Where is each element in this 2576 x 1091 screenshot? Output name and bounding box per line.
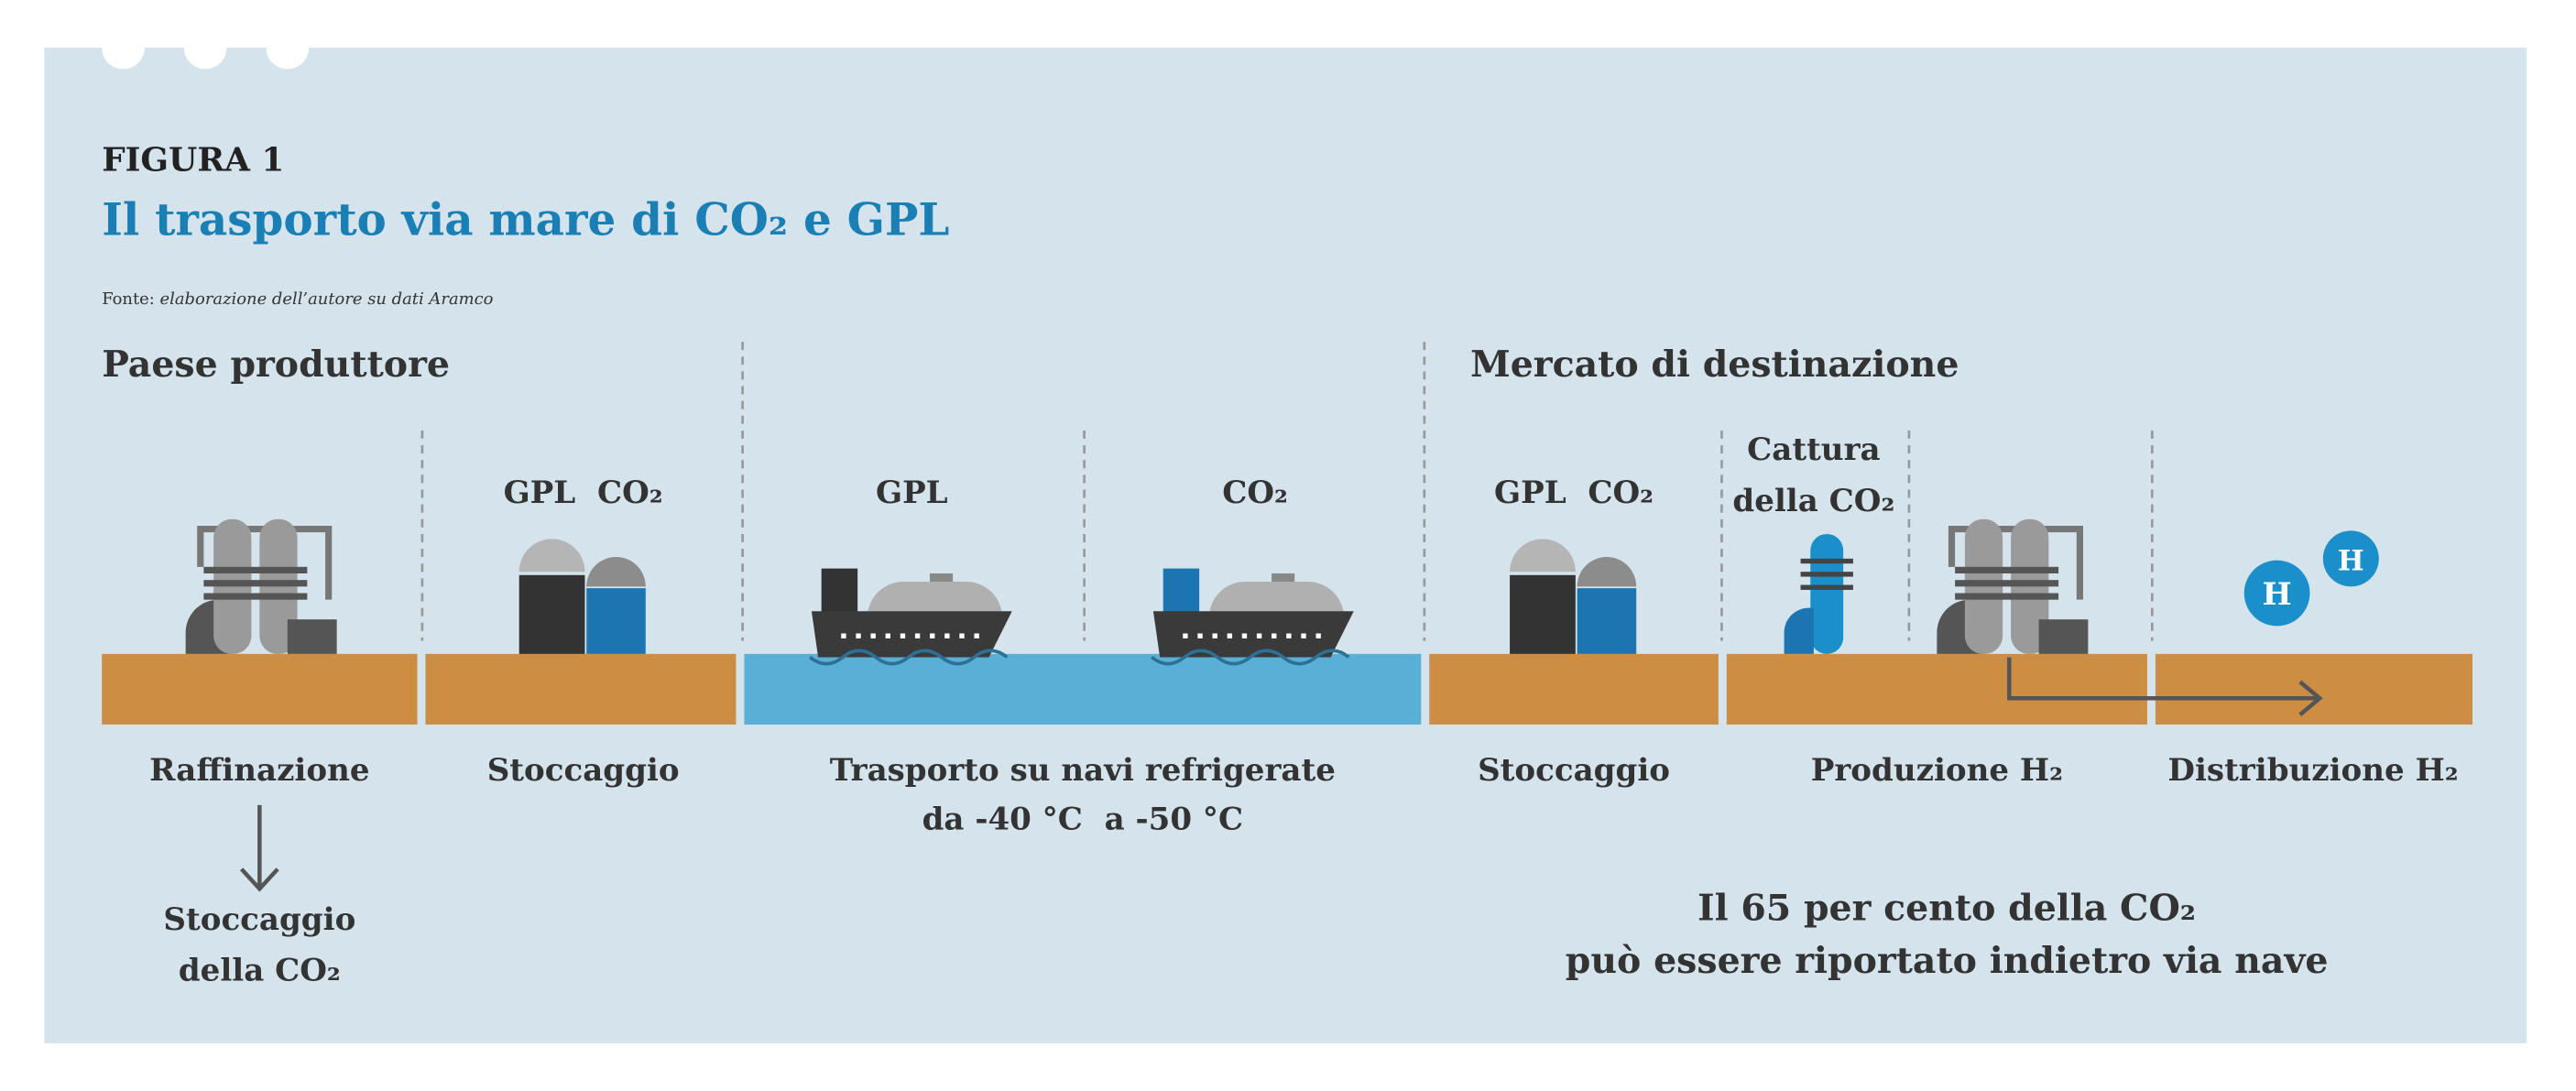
figure-label: FIGURA 1	[102, 141, 284, 180]
title: Il trasporto via mare di CO₂ e GPL	[102, 195, 949, 246]
tank-dome	[1510, 539, 1576, 573]
refinery-box	[287, 619, 337, 654]
ground	[102, 653, 418, 725]
stage-label: Stoccaggio	[487, 752, 680, 789]
section-title: Mercato di destinazione	[1470, 344, 1959, 386]
refinery-stripe	[203, 593, 308, 600]
capture-stripe	[1800, 584, 1853, 590]
source-text: elaborazione dell’autore su dati Aramco	[160, 289, 494, 309]
return-arrow	[2007, 657, 2317, 701]
tanks-icon	[518, 539, 646, 654]
stage-label: Raffinazione	[149, 752, 369, 789]
hydrogen-label: H	[2263, 576, 2292, 613]
tank-gpl	[1510, 574, 1576, 654]
refinery-column	[1964, 518, 2003, 654]
panel	[44, 48, 2527, 1043]
co2-storage-label: Stoccaggio	[163, 901, 355, 938]
tank-co2	[586, 588, 646, 654]
ground	[425, 653, 737, 725]
refinery-stripe	[1955, 580, 2059, 587]
capture-icon	[1784, 533, 1853, 654]
hydrogen-icon	[2322, 530, 2379, 587]
capture-base	[1784, 607, 1814, 654]
tanks-icon	[1510, 539, 1637, 654]
arrow-head	[239, 867, 279, 892]
arrow-head	[2298, 680, 2323, 716]
ship-tank	[1208, 581, 1344, 615]
ship-cabin	[821, 568, 858, 615]
stage-label: Trasporto su navi refrigerate	[830, 752, 1336, 789]
top-label: Cattura	[1747, 431, 1880, 468]
top-label: GPL CO₂	[504, 475, 663, 511]
waves	[809, 649, 1350, 666]
source: Fonte: elaborazione dell’autore su dati …	[102, 289, 493, 309]
dot	[266, 26, 310, 70]
hydrogen-icon	[2243, 560, 2310, 627]
hydrogen-label: H	[2338, 544, 2364, 577]
capture-column	[1810, 533, 1844, 654]
tank-gpl	[518, 574, 585, 654]
tank-dome	[518, 539, 585, 573]
tank-dome	[586, 557, 646, 587]
refinery-stripe	[1955, 593, 2059, 600]
sea	[744, 653, 1422, 725]
ship-cabin	[1162, 568, 1200, 615]
top-label: della CO₂	[1732, 483, 1894, 519]
ground	[1429, 653, 1719, 725]
stage-label: Stoccaggio	[1478, 752, 1670, 789]
capture-stripe	[1800, 572, 1853, 577]
ship-icon	[1152, 568, 1354, 658]
top-label: CO₂	[1222, 475, 1288, 511]
note: Il 65 per cento della CO₂	[1697, 887, 2196, 929]
refinery-icon	[185, 518, 337, 654]
capture-stripe	[1800, 558, 1853, 564]
dot	[183, 26, 227, 70]
ship-hull	[1152, 611, 1354, 658]
ship-hull	[811, 611, 1012, 658]
ground	[2155, 653, 2473, 725]
refinery-icon	[1937, 518, 2089, 654]
refinery-stripe	[203, 566, 308, 573]
top-label: GPL CO₂	[1494, 475, 1654, 511]
section-title: Paese produttore	[102, 344, 450, 386]
tank-dome	[1577, 557, 1637, 587]
dot	[102, 26, 145, 70]
refinery-stripe	[203, 580, 308, 587]
top-label: GPL	[876, 475, 948, 511]
source-prefix: Fonte:	[102, 289, 155, 309]
note: può essere riportato indietro via nave	[1566, 940, 2329, 982]
refinery-box	[2038, 619, 2089, 654]
stage-label: Produzione H₂	[1811, 752, 2063, 789]
ground	[1726, 653, 2147, 725]
refinery-column	[213, 518, 252, 654]
tank-co2	[1577, 588, 1637, 654]
refinery-stripe	[1955, 566, 2059, 573]
stage-label: Distribuzione H₂	[2167, 752, 2458, 789]
co2-storage-label: della CO₂	[179, 953, 341, 989]
ship-tank	[867, 581, 1002, 615]
ship-valve	[1272, 573, 1295, 584]
stage-label: da -40 °C a -50 °C	[922, 802, 1243, 838]
ship-valve	[930, 573, 954, 584]
ship-icon	[811, 568, 1012, 658]
